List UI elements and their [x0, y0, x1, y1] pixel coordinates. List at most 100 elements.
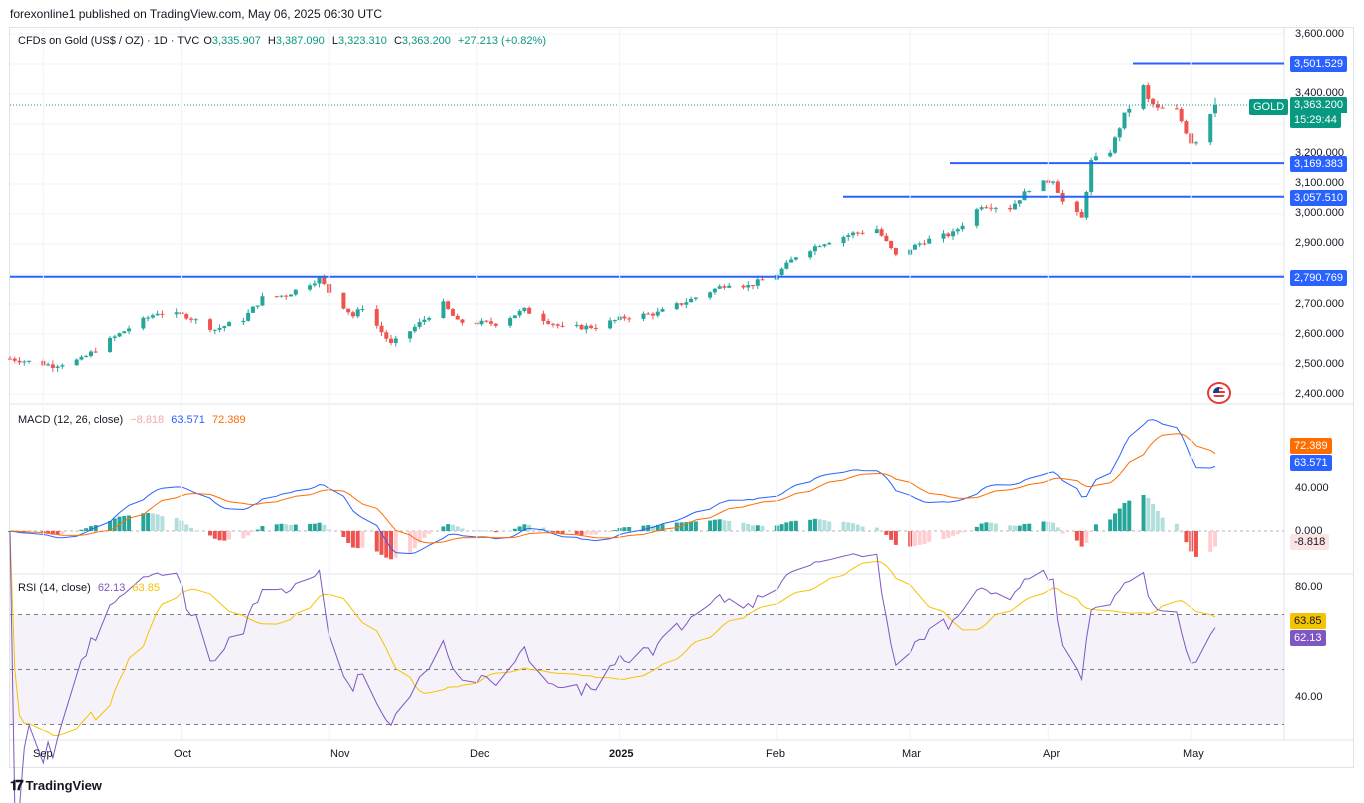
- time-axis-label: Nov: [330, 748, 350, 760]
- macd-histogram-bar: [674, 522, 679, 531]
- candle-body: [8, 358, 12, 360]
- us-flag-icon[interactable]: [1207, 382, 1231, 404]
- candle-body: [408, 331, 413, 339]
- candle-body: [74, 359, 79, 366]
- level-tag[interactable]: 3,169.383: [1290, 156, 1347, 172]
- symbol-tag: GOLD: [1249, 99, 1289, 115]
- rsi-band-fill: [10, 614, 1284, 725]
- macd-histogram-bar: [455, 526, 460, 531]
- macd-histogram-bar: [722, 520, 727, 531]
- macd-histogram-bar: [522, 524, 527, 531]
- macd-histogram-bar: [708, 520, 713, 531]
- candle-body: [927, 238, 932, 244]
- candle-body: [708, 292, 713, 298]
- candle-body: [812, 246, 817, 252]
- candle-body: [984, 207, 989, 209]
- tradingview-logo[interactable]: 𝟏𝟕 TradingView: [10, 777, 102, 794]
- macd-histogram-bar: [1184, 531, 1189, 543]
- macd-histogram-bar: [493, 531, 498, 533]
- macd-title[interactable]: MACD (12, 26, close): [18, 414, 124, 426]
- candle-body: [193, 319, 198, 321]
- macd-histogram-bar: [160, 516, 165, 531]
- candle-body: [1213, 105, 1217, 114]
- macd-histogram-bar: [574, 531, 579, 535]
- macd-histogram-bar: [1179, 531, 1184, 533]
- macd-legend: MACD (12, 26, close) −8.818 63.571 72.38…: [18, 414, 250, 426]
- macd-histogram-bar: [1213, 531, 1217, 547]
- macd-histogram-bar: [79, 529, 84, 531]
- candle-body: [174, 312, 179, 315]
- candle-body: [574, 324, 579, 326]
- macd-histogram-bar: [989, 522, 994, 531]
- candle-body: [741, 285, 746, 288]
- rsi-line: [9, 531, 1216, 803]
- level-tag[interactable]: 3,057.510: [1290, 190, 1347, 206]
- macd-histogram-bar: [1051, 522, 1056, 531]
- candle-body: [712, 288, 717, 293]
- macd-histogram-bar: [422, 531, 427, 538]
- macd-histogram-bar: [379, 531, 384, 555]
- candle-body: [112, 336, 117, 338]
- macd-histogram-bar: [779, 524, 784, 531]
- candle-body: [60, 365, 65, 367]
- macd-histogram-bar: [1055, 527, 1060, 531]
- macd-histogram-bar: [922, 531, 927, 545]
- candle-body: [489, 321, 494, 324]
- macd-histogram-bar: [1108, 519, 1113, 531]
- candle-body: [1155, 104, 1160, 108]
- macd-histogram-bar: [1012, 525, 1017, 531]
- candle-body: [1041, 180, 1046, 192]
- candle-body: [660, 309, 665, 312]
- macd-histogram-bar: [793, 520, 798, 531]
- candle-body: [1008, 207, 1013, 210]
- candle-body: [751, 285, 756, 287]
- low-value: 3,323.310: [337, 35, 387, 47]
- macd-value: 63.571: [171, 414, 205, 426]
- candle-body: [246, 312, 251, 321]
- open-label: O: [203, 35, 212, 47]
- macd-histogram-bar: [284, 524, 289, 531]
- low-label: L: [331, 35, 338, 47]
- time-axis-label: May: [1183, 748, 1204, 760]
- symbol-label[interactable]: CFDs on Gold (US$ / OZ) · 1D · TVC: [18, 35, 200, 47]
- price-axis-label: 3,600.000: [1295, 28, 1344, 40]
- tv-logo-icon: 𝟏𝟕: [10, 777, 24, 793]
- candle-body: [146, 317, 151, 319]
- candle-body: [1117, 128, 1122, 138]
- macd-histogram-bar: [546, 530, 551, 532]
- candle-body: [779, 268, 784, 276]
- rsi-title[interactable]: RSI (14, close): [18, 582, 91, 594]
- candle-body: [460, 319, 465, 323]
- price-axis-label: 2,600.000: [1295, 328, 1344, 340]
- macd-histogram-bar: [260, 526, 265, 531]
- level-tag[interactable]: 2,790.769: [1290, 270, 1347, 286]
- candle-body: [893, 248, 898, 255]
- candle-body: [1141, 85, 1146, 109]
- macd-histogram-bar: [341, 531, 346, 538]
- candle-body: [222, 326, 227, 328]
- level-tag[interactable]: 3,501.529: [1290, 56, 1347, 72]
- candle-body: [1127, 108, 1132, 113]
- macd-histogram-bar: [727, 521, 732, 531]
- candle-body: [512, 315, 517, 319]
- ohlc-legend: CFDs on Gold (US$ / OZ) · 1D · TVC O3,335…: [18, 35, 550, 47]
- candle-body: [227, 322, 232, 327]
- macd-histogram-bar: [222, 531, 227, 541]
- candle-body: [274, 296, 279, 298]
- macd-histogram-bar: [1146, 497, 1151, 531]
- candle-body: [922, 243, 927, 245]
- candle-body: [1174, 108, 1179, 110]
- change-value: +27.213 (+0.82%): [457, 35, 546, 47]
- close-value: 3,363.200: [401, 35, 451, 47]
- candle-body: [350, 312, 355, 317]
- macd-histogram-bar: [1112, 513, 1117, 531]
- rsi-axis-label: 40.00: [1295, 691, 1323, 703]
- candle-body: [455, 315, 460, 320]
- candle-body: [960, 225, 965, 230]
- macd-histogram-bar: [660, 524, 665, 531]
- macd-histogram-bar: [874, 527, 879, 531]
- macd-histogram-bar: [827, 521, 832, 531]
- candle-body: [308, 285, 313, 290]
- candle-body: [127, 328, 132, 332]
